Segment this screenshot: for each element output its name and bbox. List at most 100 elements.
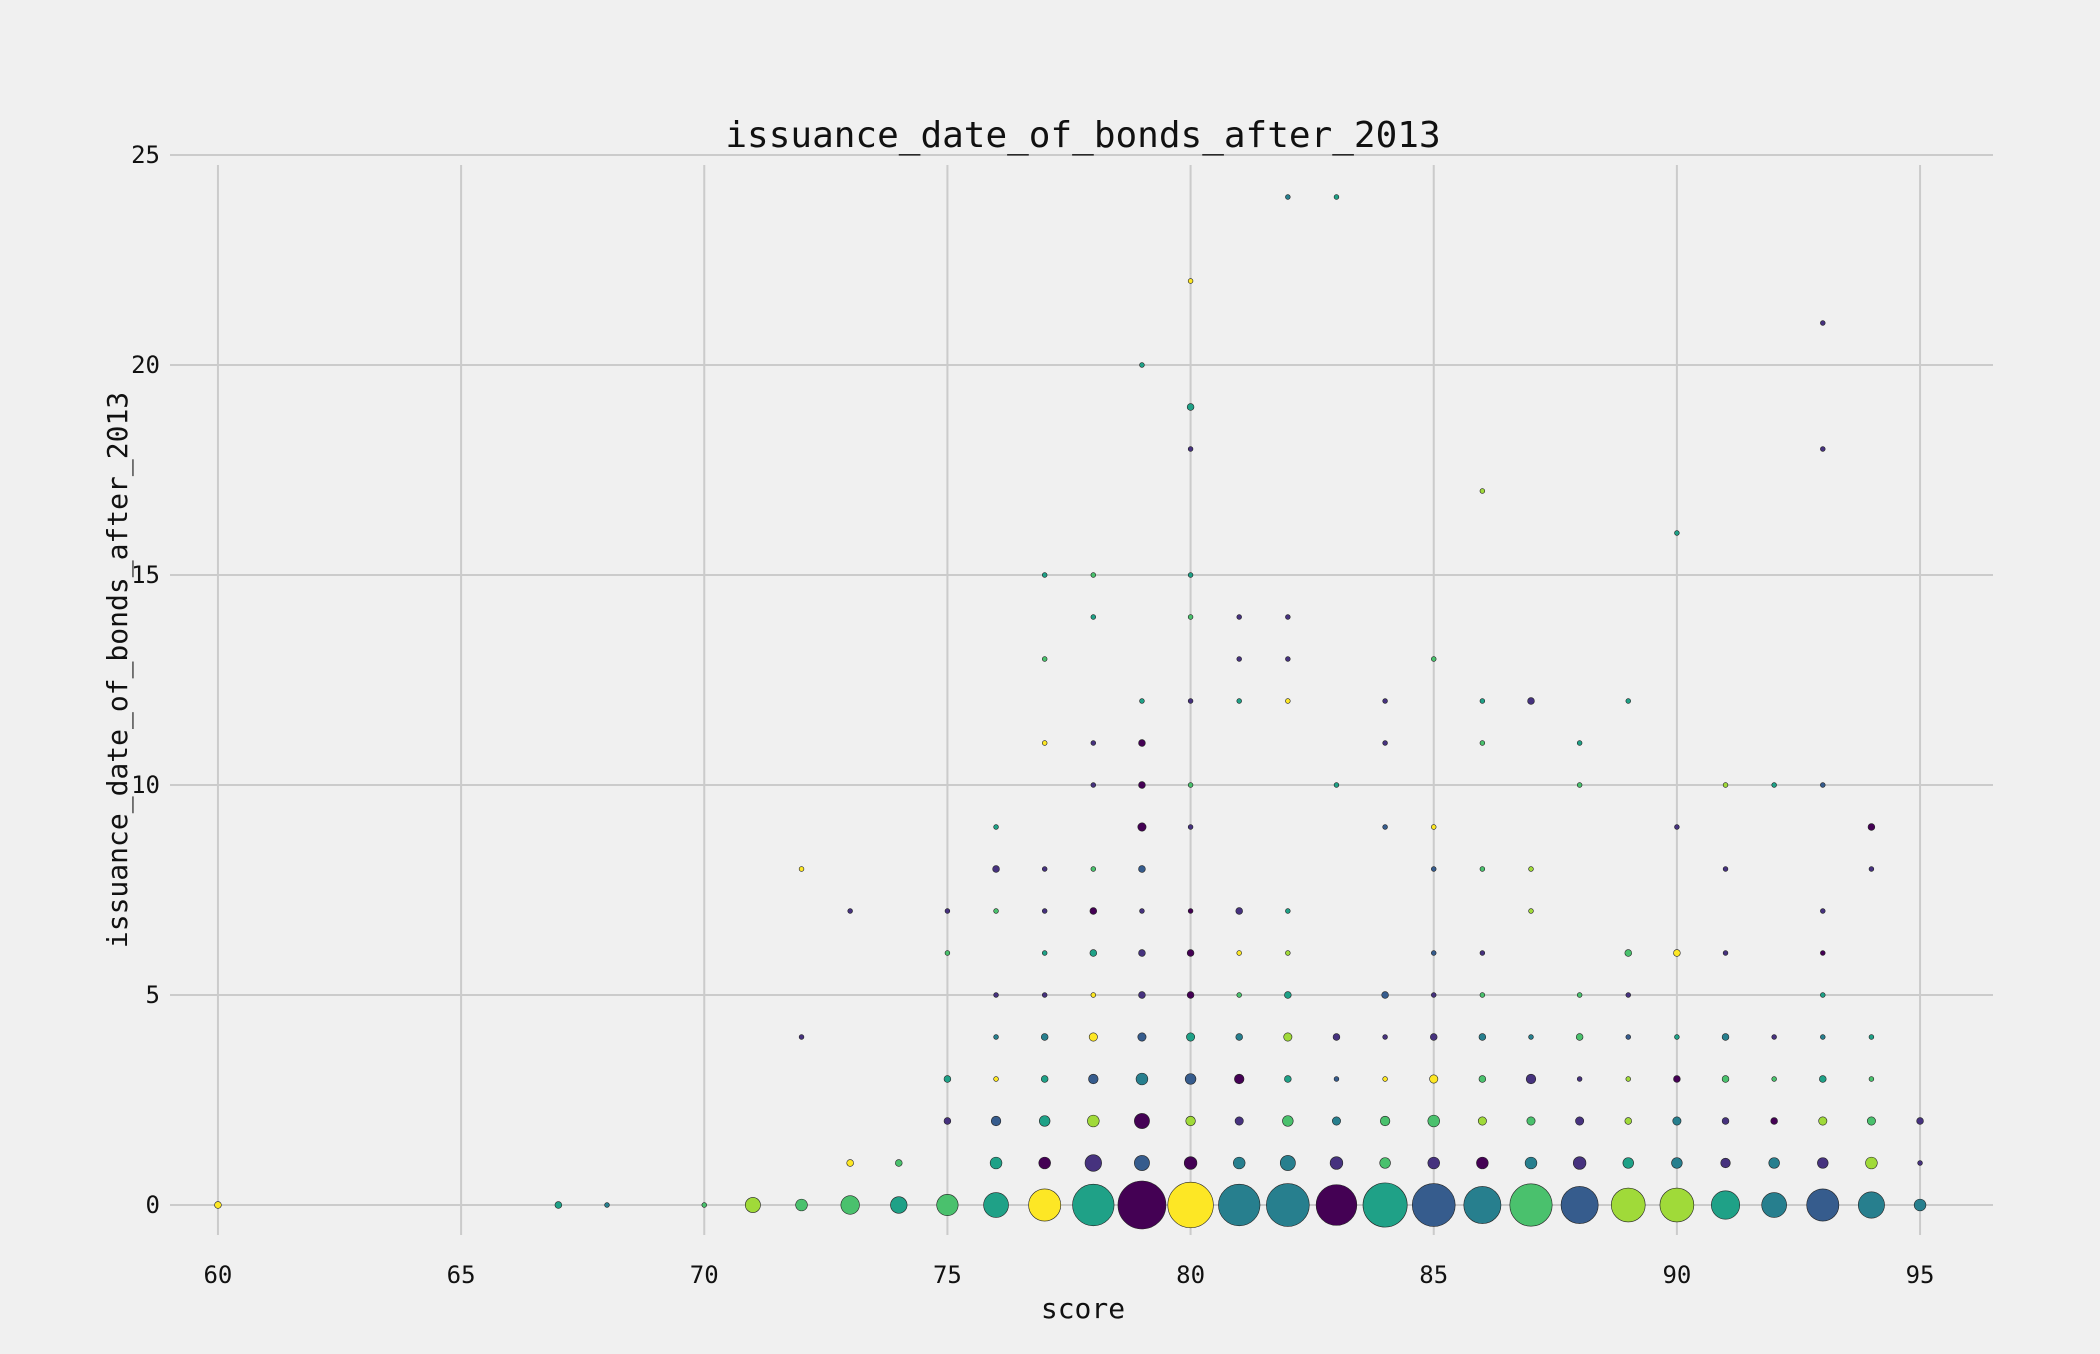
data-point <box>1479 488 1486 494</box>
data-point <box>1041 992 1048 998</box>
data-point <box>1820 992 1826 998</box>
data-point <box>1187 908 1194 914</box>
data-point <box>1266 1183 1310 1227</box>
data-point <box>1279 1155 1296 1171</box>
data-point <box>1463 1186 1502 1224</box>
y-tick-label: 10 <box>131 771 160 799</box>
data-point <box>992 865 1000 873</box>
data-point <box>1382 1076 1388 1082</box>
data-point <box>1332 1116 1341 1126</box>
data-point <box>1575 1116 1585 1126</box>
data-point <box>1431 824 1437 830</box>
y-tick-label: 5 <box>146 981 160 1009</box>
x-tick-label: 95 <box>1906 1261 1935 1289</box>
data-point <box>1711 1190 1741 1220</box>
data-point <box>701 1202 707 1208</box>
data-point <box>1187 572 1194 578</box>
data-point <box>944 950 951 956</box>
data-point <box>1381 991 1389 999</box>
data-point <box>1038 1156 1051 1170</box>
data-point <box>1478 1075 1487 1083</box>
data-point <box>1041 866 1048 872</box>
data-point <box>1865 1156 1878 1170</box>
data-point <box>1820 320 1826 326</box>
data-point <box>1722 782 1729 788</box>
data-point <box>1427 1114 1440 1128</box>
data-point <box>1285 950 1291 956</box>
data-point <box>1134 1155 1150 1171</box>
data-point <box>604 1202 610 1208</box>
data-point <box>1476 1156 1489 1170</box>
data-point <box>1526 1116 1536 1126</box>
data-point <box>1187 278 1194 284</box>
data-point <box>1527 697 1535 705</box>
data-point <box>1624 1117 1632 1125</box>
data-point <box>1820 908 1826 914</box>
data-point <box>1625 1076 1631 1082</box>
data-point <box>1820 446 1826 452</box>
data-point <box>1411 1183 1456 1227</box>
data-point <box>1576 1076 1583 1082</box>
data-point <box>1235 907 1243 915</box>
data-point <box>1868 1076 1875 1082</box>
data-point <box>1624 949 1632 957</box>
data-point <box>1234 1073 1245 1085</box>
data-point <box>1137 1032 1147 1042</box>
data-point <box>1184 1073 1197 1085</box>
data-point <box>1431 950 1437 956</box>
data-point <box>1524 1156 1538 1170</box>
data-point <box>1477 1116 1487 1126</box>
data-point <box>1187 614 1194 620</box>
data-point <box>554 1201 563 1209</box>
data-point <box>993 1034 999 1040</box>
x-tick-label: 75 <box>933 1261 962 1289</box>
data-point <box>1041 740 1048 746</box>
data-point <box>1528 908 1534 914</box>
data-point <box>1525 1073 1537 1085</box>
data-point <box>1674 824 1680 830</box>
data-point <box>1333 782 1340 788</box>
data-point <box>1090 572 1097 578</box>
grid-lines <box>170 154 1993 1235</box>
y-tick-label: 0 <box>146 1191 160 1219</box>
data-point <box>1720 1157 1731 1169</box>
data-point <box>1072 1183 1115 1227</box>
data-point <box>1673 1075 1681 1083</box>
data-point <box>1576 782 1583 788</box>
data-point <box>1430 1033 1438 1041</box>
data-point <box>1431 866 1437 872</box>
data-point <box>1186 1032 1196 1042</box>
data-point <box>1041 950 1048 956</box>
data-point <box>936 1193 959 1217</box>
data-point <box>993 992 999 998</box>
data-point <box>1117 1180 1167 1230</box>
data-point <box>1479 992 1486 998</box>
data-point <box>1427 1156 1440 1170</box>
data-point <box>1236 698 1242 704</box>
y-tick-label: 20 <box>131 351 160 379</box>
data-point <box>1625 698 1631 704</box>
data-point <box>1284 1075 1292 1083</box>
data-point <box>1673 949 1681 957</box>
y-axis-label: issuance_date_of_bonds_after_2013 <box>101 392 135 948</box>
data-point <box>1088 1032 1098 1042</box>
data-point <box>1671 1157 1683 1169</box>
data-point <box>1771 782 1777 788</box>
data-point <box>1761 1192 1787 1218</box>
data-point <box>1167 1181 1214 1229</box>
data-point <box>1674 530 1680 536</box>
data-point <box>1478 1033 1487 1041</box>
data-point <box>1382 740 1388 746</box>
data-point <box>1382 698 1388 704</box>
x-axis-label: score <box>1041 1292 1125 1325</box>
data-point <box>1139 908 1145 914</box>
data-point <box>1285 194 1291 200</box>
data-point <box>846 1159 854 1167</box>
data-point <box>1186 949 1195 957</box>
data-point <box>1528 1034 1534 1040</box>
data-point <box>1333 1076 1340 1082</box>
data-point <box>1134 1113 1150 1129</box>
x-tick-label: 80 <box>1176 1261 1205 1289</box>
data-point <box>1090 992 1097 998</box>
data-point <box>1868 866 1875 872</box>
